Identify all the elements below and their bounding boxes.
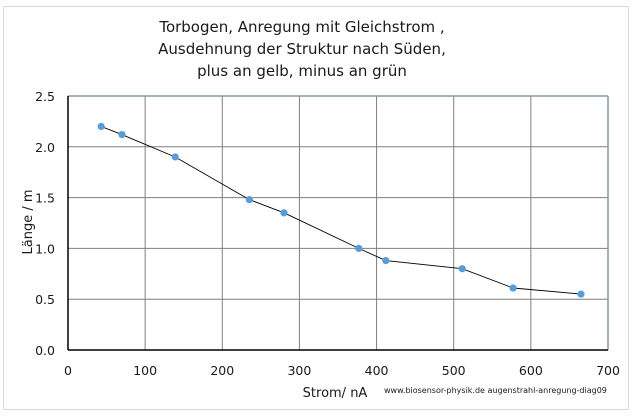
chart-title: Torbogen, Anregung mit Gleichstrom , Aus…: [158, 18, 446, 80]
y-tick-label: 2.5: [35, 89, 55, 104]
chart-title-line-1: Torbogen, Anregung mit Gleichstrom ,: [158, 18, 444, 36]
x-tick-label: 500: [442, 363, 466, 378]
data-point-marker: [458, 265, 466, 273]
chart-title-line-2: Ausdehnung der Struktur nach Süden,: [158, 40, 446, 58]
x-axis-label: Strom/ nA: [303, 386, 368, 401]
y-tick-label: 0.5: [35, 292, 55, 307]
x-tick-label: 100: [133, 363, 157, 378]
data-point-marker: [355, 244, 363, 252]
data-point-marker: [577, 290, 585, 298]
x-tick-label: 300: [287, 363, 311, 378]
x-axis-ticks: 0 100 200 300 400 500 600 700: [64, 363, 620, 378]
data-series: [97, 122, 585, 298]
x-tick-label: 400: [365, 363, 389, 378]
source-annotation: www.biosensor-physik.de augenstrahl-anre…: [384, 386, 607, 395]
grid-lines: [68, 96, 608, 350]
y-axis-ticks: 0.0 0.5 1.0 1.5 2.0 2.5: [35, 89, 55, 358]
data-point-marker: [245, 196, 253, 204]
data-point-marker: [382, 256, 390, 265]
y-tick-label: 2.0: [35, 140, 55, 155]
axes: [67, 95, 609, 351]
x-tick-label: 200: [210, 363, 234, 378]
chart-frame: [3, 6, 629, 410]
y-tick-label: 1.0: [35, 241, 55, 256]
y-axis-label: Länge / m: [21, 189, 36, 254]
y-tick-label: 1.5: [35, 191, 55, 206]
data-point-marker: [280, 209, 288, 217]
x-tick-label: 700: [596, 363, 620, 378]
series-line: [101, 126, 582, 295]
data-point-marker: [118, 131, 126, 139]
data-point-marker: [171, 153, 179, 161]
data-point-marker: [97, 122, 105, 131]
chart-title-line-3: plus an gelb, minus an grün: [197, 62, 407, 80]
x-tick-label: 0: [64, 363, 72, 378]
data-point-marker: [509, 284, 517, 292]
x-tick-label: 600: [519, 363, 543, 378]
y-tick-label: 0.0: [35, 343, 55, 358]
